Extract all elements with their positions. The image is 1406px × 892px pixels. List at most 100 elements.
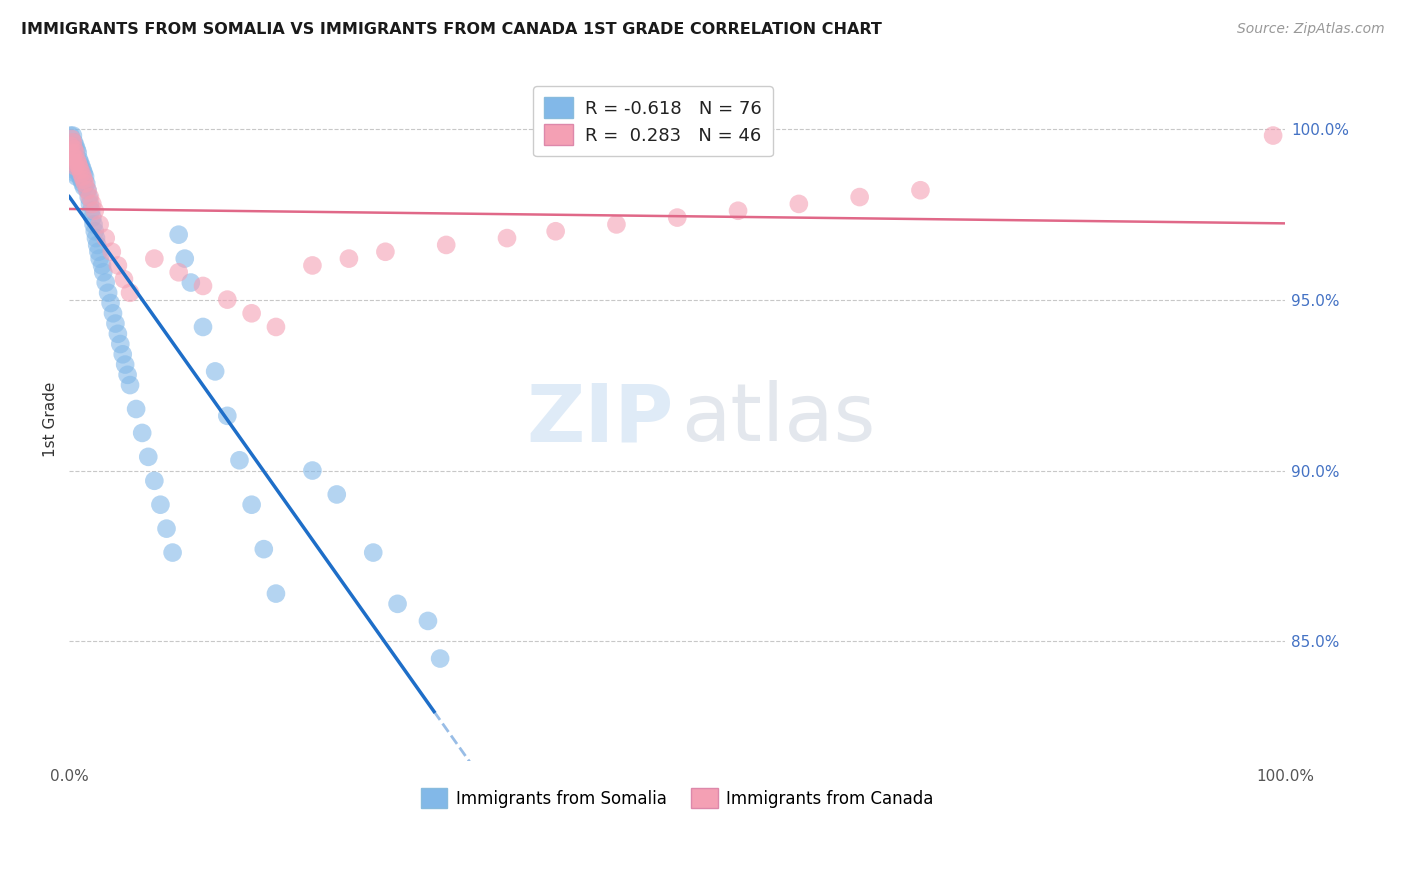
Point — [101, 306, 124, 320]
Point — [65, 166, 87, 180]
Point — [62, 142, 84, 156]
Point — [118, 285, 141, 300]
Point — [69, 169, 91, 184]
Point — [72, 169, 94, 184]
Point — [67, 153, 90, 167]
Point — [65, 153, 87, 167]
Point — [89, 218, 111, 232]
Point — [65, 142, 87, 156]
Point — [70, 166, 93, 180]
Point — [727, 203, 749, 218]
Point — [191, 279, 214, 293]
Point — [65, 159, 87, 173]
Point — [167, 227, 190, 242]
Point — [82, 211, 104, 225]
Point — [143, 252, 166, 266]
Point — [62, 136, 84, 150]
Point — [253, 542, 276, 557]
Point — [301, 464, 323, 478]
Point — [66, 145, 89, 160]
Point — [240, 306, 263, 320]
Point — [65, 169, 87, 184]
Text: ZIP: ZIP — [526, 380, 673, 458]
Point — [69, 162, 91, 177]
Point — [73, 169, 96, 184]
Point — [240, 498, 263, 512]
Point — [63, 136, 86, 150]
Point — [60, 145, 83, 160]
Point — [387, 597, 409, 611]
Point — [76, 183, 98, 197]
Point — [83, 218, 105, 232]
Point — [94, 231, 117, 245]
Point — [72, 177, 94, 191]
Point — [59, 138, 82, 153]
Point — [301, 259, 323, 273]
Point — [65, 156, 87, 170]
Point — [107, 259, 129, 273]
Point — [60, 149, 83, 163]
Point — [91, 259, 114, 273]
Point — [83, 203, 105, 218]
Point — [69, 156, 91, 170]
Point — [65, 138, 87, 153]
Point — [101, 244, 124, 259]
Point — [848, 190, 870, 204]
Point — [73, 166, 96, 180]
Point — [191, 320, 214, 334]
Point — [79, 197, 101, 211]
Point — [434, 238, 457, 252]
Point — [73, 173, 96, 187]
Point — [67, 159, 90, 173]
Point — [162, 545, 184, 559]
Point — [75, 177, 97, 191]
Point — [544, 224, 567, 238]
Point — [62, 149, 84, 163]
Point — [70, 159, 93, 173]
Text: atlas: atlas — [681, 380, 876, 458]
Point — [73, 177, 96, 191]
Point — [62, 128, 84, 143]
Point — [217, 409, 239, 423]
Point — [97, 285, 120, 300]
Point — [110, 337, 132, 351]
Point — [264, 586, 287, 600]
Point — [100, 296, 122, 310]
Point — [217, 293, 239, 307]
Point — [204, 364, 226, 378]
Point — [361, 545, 384, 559]
Point — [63, 142, 86, 156]
Point — [83, 224, 105, 238]
Point — [104, 317, 127, 331]
Point — [112, 272, 135, 286]
Point — [72, 162, 94, 177]
Y-axis label: 1st Grade: 1st Grade — [44, 382, 58, 457]
Legend: Immigrants from Somalia, Immigrants from Canada: Immigrants from Somalia, Immigrants from… — [413, 781, 941, 814]
Point — [111, 347, 134, 361]
Point — [66, 156, 89, 170]
Point — [84, 231, 107, 245]
Point — [59, 128, 82, 143]
Point — [787, 197, 810, 211]
Point — [143, 474, 166, 488]
Point — [125, 402, 148, 417]
Point — [80, 203, 103, 218]
Point — [118, 378, 141, 392]
Point — [70, 173, 93, 187]
Point — [60, 138, 83, 153]
Point — [76, 183, 98, 197]
Point — [374, 244, 396, 259]
Point — [65, 153, 87, 167]
Point — [66, 159, 89, 173]
Point — [87, 244, 110, 259]
Point — [91, 265, 114, 279]
Point — [326, 487, 349, 501]
Point — [496, 231, 519, 245]
Point — [86, 238, 108, 252]
Point — [337, 252, 360, 266]
Point — [63, 156, 86, 170]
Text: IMMIGRANTS FROM SOMALIA VS IMMIGRANTS FROM CANADA 1ST GRADE CORRELATION CHART: IMMIGRANTS FROM SOMALIA VS IMMIGRANTS FR… — [21, 22, 882, 37]
Point — [180, 276, 202, 290]
Point — [107, 326, 129, 341]
Point — [67, 166, 90, 180]
